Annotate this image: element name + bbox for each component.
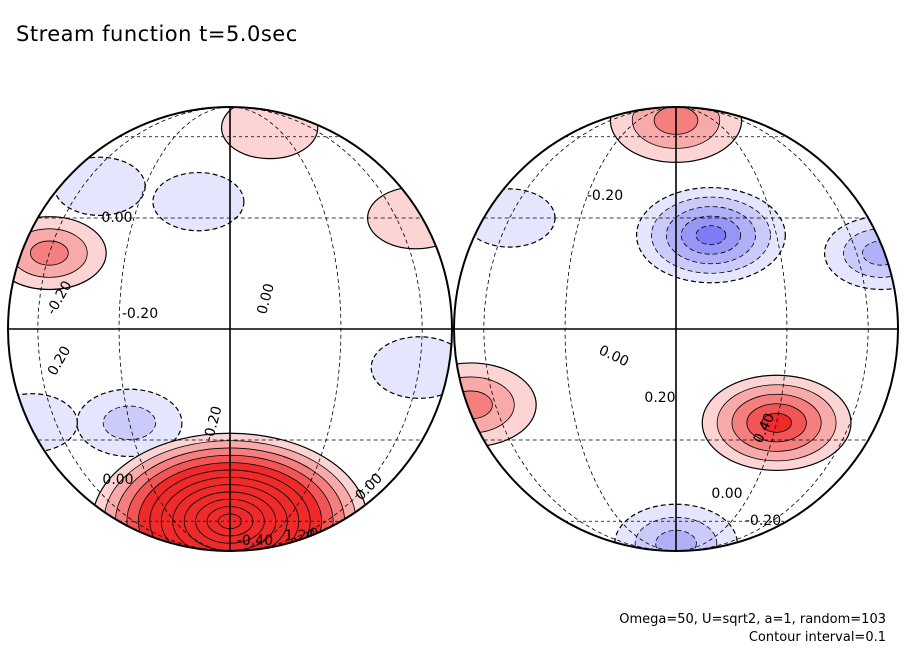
contour-label: -0.20 [587,188,623,204]
contour-band [370,336,452,399]
contour-label: -0.20 [122,306,158,322]
chart-title: Stream function t=5.0sec [16,22,298,46]
left-hemisphere-panel: 0.00-0.20 0.00-0.200.20-0.200.00 0.00-0.40… [7,106,453,552]
contour-label: 0.00 [711,486,742,502]
contour-label: 0.00 [102,472,133,488]
contour-band [102,405,157,441]
contour-label: 0.00 [254,282,278,316]
contour-label: 0.20 [644,390,675,406]
contour-band [761,412,792,433]
contour-interval-note: Contour interval=0.1 [748,630,886,645]
contour-label: -0.20 [745,513,781,529]
contour-label: 0.00 [101,210,132,226]
right-hemisphere-panel: -0.200.000.200.400.00-0.20 [453,106,899,552]
contour-label: -0.40 [237,533,273,549]
contour-band [695,225,727,246]
parameters-note: Omega=50, U=sqrt2, a=1, random=103 [619,612,886,627]
contour-band [152,171,245,232]
globe-outline [453,106,899,552]
globe-outline [7,106,453,552]
